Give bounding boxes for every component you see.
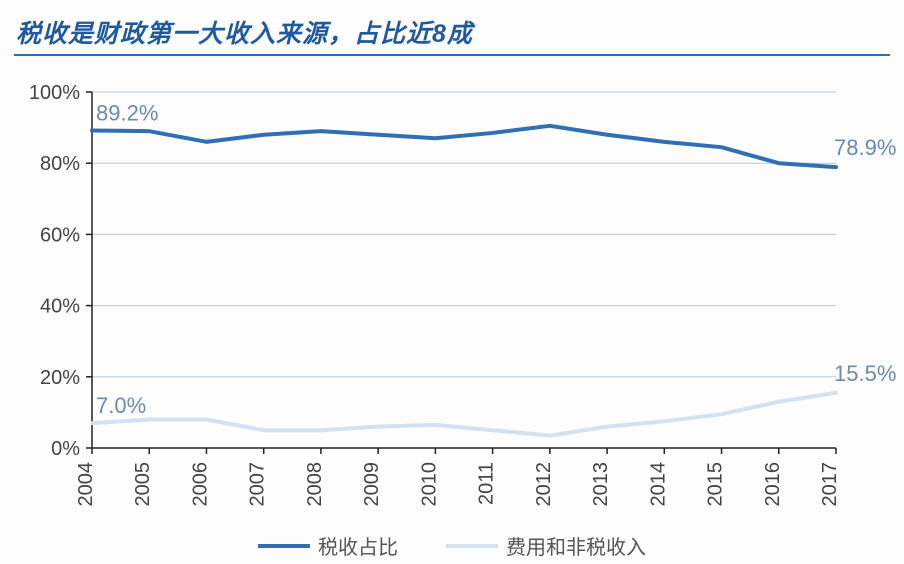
svg-text:7.0%: 7.0% [96, 393, 146, 418]
svg-text:2016: 2016 [762, 462, 784, 507]
legend-label-nontax: 费用和非税收入 [506, 531, 646, 560]
line-chart: 0% 20% 40% 60% 80% 100% 2004 2005 2006 2007 2008 20… [0, 70, 904, 524]
svg-text:2015: 2015 [705, 462, 727, 507]
svg-text:15.5%: 15.5% [834, 361, 896, 386]
legend-item-nontax: 费用和非税收入 [446, 531, 646, 560]
svg-text:2010: 2010 [418, 462, 440, 507]
svg-text:60%: 60% [40, 224, 80, 246]
svg-text:2008: 2008 [304, 462, 326, 507]
svg-text:0%: 0% [51, 438, 80, 460]
chart-area: 0% 20% 40% 60% 80% 100% 2004 2005 2006 2007 2008 20… [0, 70, 904, 524]
svg-text:2004: 2004 [75, 462, 97, 507]
svg-text:78.9%: 78.9% [834, 135, 896, 160]
svg-text:20%: 20% [40, 367, 80, 389]
svg-text:2006: 2006 [189, 462, 211, 507]
legend: 税收占比 费用和非税收入 [0, 531, 904, 560]
legend-swatch-tax [258, 544, 310, 548]
chart-title: 税收是财政第一大收入来源，占比近8成 [16, 14, 473, 50]
svg-text:2009: 2009 [361, 462, 383, 507]
svg-text:2007: 2007 [247, 462, 269, 507]
svg-text:2014: 2014 [647, 462, 669, 507]
svg-text:40%: 40% [40, 296, 80, 318]
legend-label-tax: 税收占比 [318, 531, 398, 560]
svg-text:2011: 2011 [476, 462, 498, 505]
svg-text:2005: 2005 [132, 462, 154, 507]
svg-text:2017: 2017 [819, 462, 841, 507]
svg-text:89.2%: 89.2% [96, 100, 158, 125]
svg-text:2013: 2013 [590, 462, 612, 507]
legend-item-tax: 税收占比 [258, 531, 398, 560]
legend-swatch-nontax [446, 544, 498, 548]
svg-text:100%: 100% [29, 82, 80, 104]
title-underline [14, 54, 890, 56]
svg-text:80%: 80% [40, 153, 80, 175]
svg-text:2012: 2012 [533, 462, 555, 507]
